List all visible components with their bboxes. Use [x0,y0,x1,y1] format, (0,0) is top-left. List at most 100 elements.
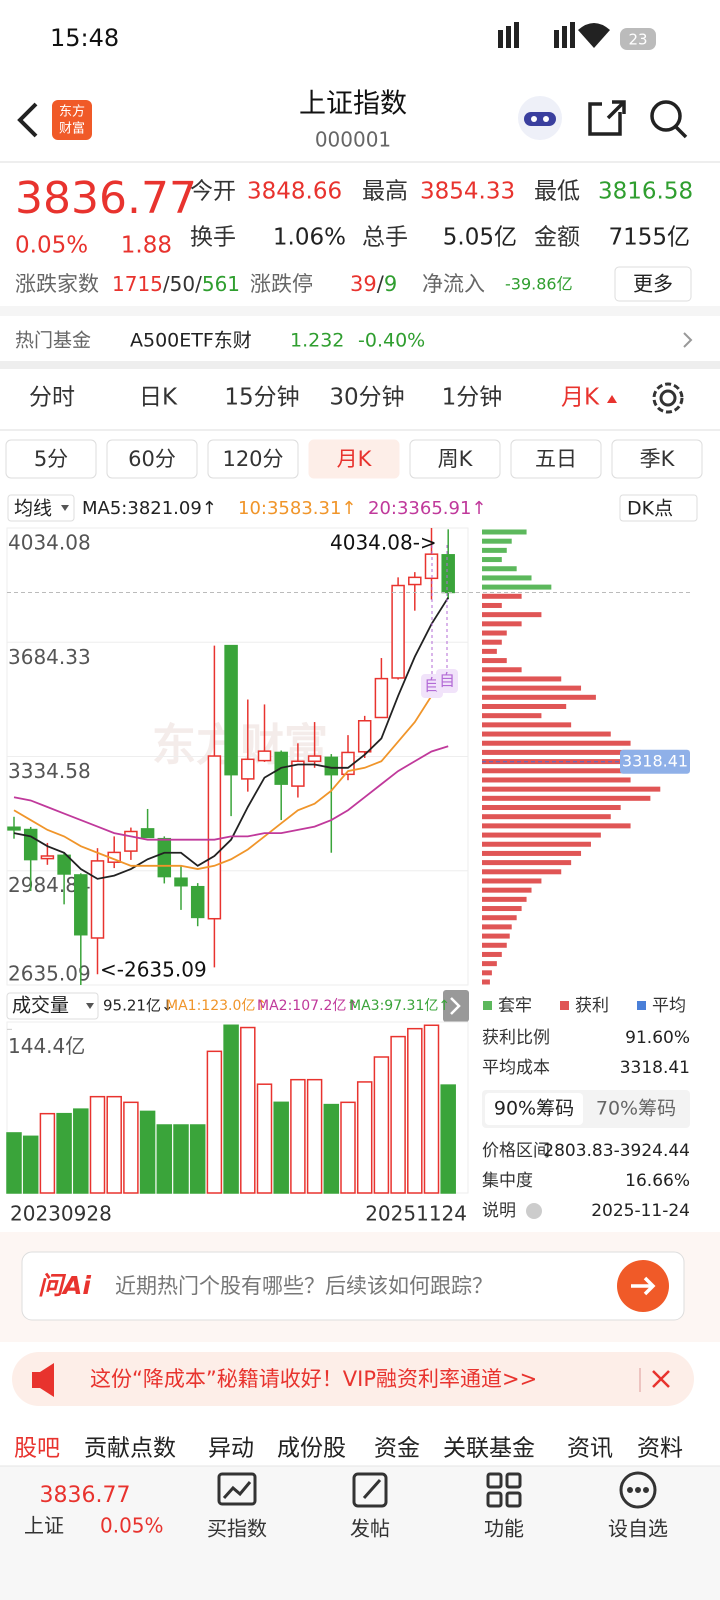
volume-bar [323,1103,340,1194]
banner-text[interactable]: 这份“降成本”秘籍请收好！VIP融资利率通道>> [90,1367,537,1391]
period-label[interactable]: 季K [640,447,676,471]
period-button[interactable] [308,439,400,479]
chip-bar [482,602,502,608]
chart-tab[interactable]: 分时 [29,385,75,411]
chip-tab-active[interactable] [485,1093,583,1125]
chart-tab[interactable]: 30分钟 [329,385,404,411]
fund-price: 1.232 [290,330,344,352]
stat-value: 3854.33 [420,179,515,205]
chart-tab[interactable]: 月K [561,385,600,411]
nav-bar [0,1466,720,1600]
candle-body [157,837,172,878]
period-label[interactable]: 120分 [222,447,283,471]
chip-stat-label: 平均成本 [482,1058,550,1078]
chip-bar [482,731,611,737]
section-tab[interactable]: 成份股 [277,1436,346,1462]
chip-bar [482,841,591,847]
settings-icon[interactable] [652,382,684,414]
more-button[interactable] [614,266,692,302]
x-tick-label: 20251124 [365,1202,467,1226]
period-label[interactable]: 月K [337,447,373,471]
nav-button[interactable]: 设自选 [608,1517,668,1541]
chip-bar [482,648,497,654]
period-label[interactable]: 五日 [535,447,577,471]
volume-bar [390,1035,406,1194]
period-button[interactable] [207,439,299,479]
chip-bar [482,878,542,884]
section-tab[interactable]: 资讯 [567,1436,613,1462]
candle-body [207,755,222,920]
candle-body [441,554,455,594]
limit-counts: 39/9 [350,272,397,296]
nav-button[interactable]: 功能 [484,1517,524,1541]
more-label[interactable]: 更多 [633,272,673,296]
nav-button[interactable]: 发帖 [350,1517,390,1541]
nav-name: 上证 [24,1514,64,1538]
ma-selector[interactable] [7,494,75,522]
period-label[interactable]: 周K [438,447,474,471]
dk-button[interactable] [619,494,698,522]
banner-close[interactable] [652,1370,670,1388]
stat-label: 总手 [362,225,408,251]
stat-value: 7155亿 [608,225,690,251]
section-tab[interactable]: 股吧 [14,1436,60,1462]
section-tab[interactable]: 异动 [208,1436,254,1462]
ai-send-arrow[interactable] [631,1276,656,1296]
chip-bar [482,786,661,792]
status-icons [498,22,656,50]
banner[interactable] [12,1352,694,1406]
chevron[interactable] [683,332,693,348]
nav-button[interactable]: 买指数 [207,1517,267,1541]
stat-label: 最高 [362,179,408,205]
chip-bar [482,685,582,691]
search-icon[interactable] [650,100,688,139]
chart-tab[interactable]: 15分钟 [224,385,299,411]
y-tick-label: 4034.08 [8,531,91,555]
period-button[interactable] [409,439,501,479]
avg-cost-tag [620,749,690,774]
candle-body [124,830,138,852]
period-button[interactable] [106,439,198,479]
candle-body [307,755,322,763]
section-tab[interactable]: 资金 [374,1436,420,1462]
period-button[interactable] [611,439,703,479]
nav-icons[interactable] [217,1471,657,1509]
period-button[interactable] [510,439,602,479]
assistant-icon[interactable] [518,96,562,140]
section-tab[interactable]: 资料 [637,1436,683,1462]
chip-bar [482,676,562,682]
chip-bar [482,924,512,930]
chip-bar [482,667,522,673]
ma-line [13,674,449,870]
volume-bar [407,1027,423,1194]
chip-tab[interactable]: 90%筹码 [494,1098,574,1120]
candle-body [190,885,205,919]
chart-tab[interactable]: 日K [139,385,178,411]
period-button[interactable] [5,439,97,479]
chip-bar [482,777,631,783]
chip-bar [482,612,542,618]
avg-cost-label: 3318.41 [622,751,688,770]
expand-arrow[interactable] [450,997,461,1015]
volume-current: 95.21亿↓ [103,997,174,1015]
section-tab[interactable]: 贡献点数 [84,1436,176,1462]
logo [52,100,92,140]
info-icon[interactable] [526,1203,542,1219]
share-icon[interactable] [588,100,626,136]
volume-selector[interactable] [6,992,99,1020]
section-tab[interactable]: 关联基金 [443,1436,535,1462]
page-title: 上证指数 [299,89,407,120]
chip-tab[interactable]: 70%筹码 [596,1098,676,1120]
period-label[interactable]: 5分 [34,447,68,471]
ai-prompt[interactable]: 近期热门个股有哪些？后续该如何跟踪？ [115,1274,493,1298]
ai-box[interactable] [21,1251,685,1321]
back-button[interactable] [17,102,38,138]
x-tick-label: 20230928 [10,1202,112,1226]
period-label[interactable]: 60分 [128,447,176,471]
volume-bar [223,1024,239,1194]
volume-bar [39,1112,56,1194]
chart-tab[interactable]: 1分钟 [442,385,503,411]
expand-button[interactable] [443,990,469,1022]
text-part: / [377,272,385,296]
chip-stat-label: 集中度 [482,1171,533,1191]
